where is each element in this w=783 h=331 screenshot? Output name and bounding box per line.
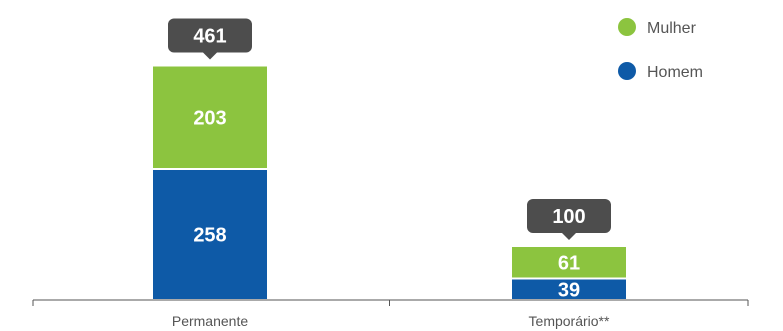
legend: Mulher Homem bbox=[618, 18, 703, 81]
legend-item-homem: Homem bbox=[618, 62, 703, 81]
total-label-0: 461 bbox=[193, 26, 226, 48]
x-axis: Permanente Temporário** bbox=[32, 299, 749, 329]
bar-label-mulher-0: 203 bbox=[193, 107, 226, 129]
total-badges-layer: 461 100 bbox=[168, 18, 611, 240]
legend-swatch-homem bbox=[618, 62, 636, 80]
total-badge-0: 461 bbox=[168, 18, 252, 60]
bar-mulher-0 bbox=[153, 66, 267, 168]
bar-label-homem-0: 258 bbox=[193, 225, 226, 247]
legend-swatch-mulher bbox=[618, 18, 636, 36]
legend-label-mulher: Mulher bbox=[647, 20, 697, 37]
legend-item-mulher: Mulher bbox=[618, 18, 697, 37]
bars-layer: 258 203 39 61 bbox=[153, 66, 626, 301]
total-badge-1: 100 bbox=[527, 199, 611, 240]
total-label-1: 100 bbox=[552, 206, 585, 228]
category-label-0: Permanente bbox=[172, 313, 248, 329]
legend-label-homem: Homem bbox=[647, 64, 703, 81]
bar-label-homem-1: 39 bbox=[558, 279, 580, 301]
category-label-1: Temporário** bbox=[529, 313, 610, 329]
bar-homem-0 bbox=[153, 170, 267, 299]
bar-mulher-1 bbox=[512, 247, 626, 278]
bar-homem-1 bbox=[512, 279, 626, 299]
bar-label-mulher-1: 61 bbox=[558, 252, 580, 274]
